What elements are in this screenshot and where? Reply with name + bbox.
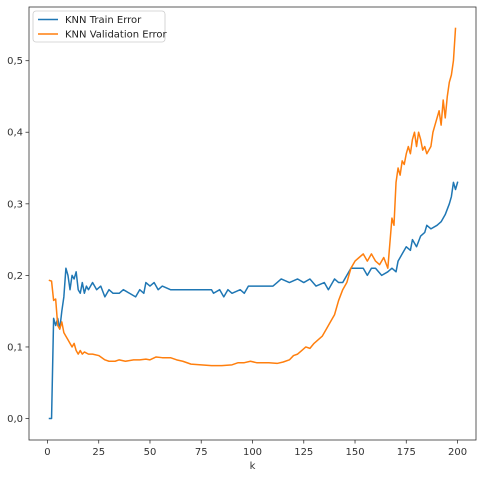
legend-label-validation: KNN Validation Error	[65, 30, 168, 41]
x-tick-label: 25	[92, 447, 105, 458]
plot-lines	[48, 27, 459, 420]
y-tick-label: 0,4	[7, 128, 23, 139]
chart-legend: KNN Train Error KNN Validation Error	[32, 10, 168, 43]
legend-label-train: KNN Train Error	[65, 15, 142, 26]
y-axis: 0,0 0,1 0,2 0,3 0,4 0,5	[7, 56, 29, 425]
legend-box	[32, 10, 166, 43]
x-tick-label: 200	[448, 447, 467, 458]
x-tick-label: 50	[144, 447, 157, 458]
x-tick-label: 100	[243, 447, 262, 458]
x-axis-label: k	[250, 461, 256, 472]
x-tick-label: 75	[195, 447, 208, 458]
y-tick-label: 0,0	[7, 414, 23, 425]
y-tick-label: 0,2	[7, 271, 23, 282]
series-line-validation	[48, 27, 457, 367]
y-tick-label: 0,5	[7, 56, 23, 67]
y-tick-label: 0,1	[7, 342, 23, 353]
x-tick-label: 125	[294, 447, 313, 458]
y-tick-label: 0,3	[7, 199, 23, 210]
x-tick-label: 175	[397, 447, 416, 458]
x-tick-label: 150	[345, 447, 364, 458]
x-tick-label: 0	[44, 447, 50, 458]
x-axis: 0 25 50 75 100 125 150 175 200	[44, 440, 467, 458]
series-line-train	[48, 181, 459, 420]
